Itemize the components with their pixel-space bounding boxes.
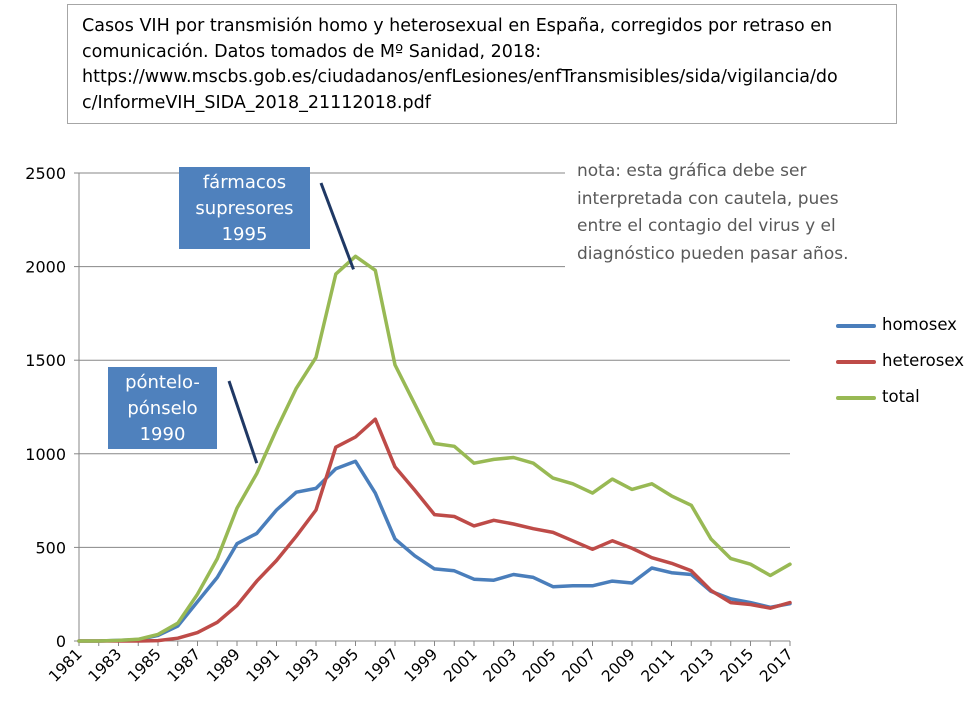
x-tick-label: 1989 [203,645,244,686]
pointer-pontelo [227,380,259,464]
legend-swatch-total [836,396,876,400]
x-tick-label: 1991 [243,645,284,686]
x-tick-label: 2003 [480,645,521,686]
y-tick-label: 2500 [25,164,66,183]
x-tick-label: 1999 [401,645,442,686]
y-tick-label: 1000 [25,445,66,464]
legend-label: total [882,387,920,406]
title-line: https://www.mscbs.gob.es/ciudadanos/enfL… [82,67,838,87]
callout-line: póntelo- [125,372,200,393]
note-line: interpretada con cautela, pues [577,188,839,209]
x-tick-label: 1981 [45,645,86,686]
callout-pontelo-ponselo: póntelo- pónselo 1990 [108,367,217,449]
callout-line: fármacos [202,172,287,193]
legend-label: homosex [882,315,957,334]
x-tick-label: 1985 [124,645,165,686]
callout-line: 1995 [221,224,268,245]
legend-swatch-heterosex [836,360,876,364]
x-tick-label: 2001 [440,645,481,686]
note-text: nota: esta gráfica debe ser interpretada… [577,158,877,268]
note-line: nota: esta gráfica debe ser [577,161,807,181]
callout-line: supresores [195,198,294,219]
series-line-homosex [77,459,792,643]
x-tick-label: 2017 [756,645,797,686]
callout-farmacos-supresores: fármacos supresores 1995 [179,167,310,249]
chart-title: Casos VIH por transmisión homo y heteros… [82,14,892,116]
y-tick-label: 2000 [25,258,66,277]
series-line-total [77,254,792,643]
title-line: c/InformeVIH_SIDA_2018_21112018.pdf [82,92,431,113]
x-tick-label: 2011 [638,645,679,686]
x-tick-label: 2013 [677,645,718,686]
callout-line: pónselo [127,398,198,419]
callout-line: 1990 [139,424,186,445]
x-tick-label: 2015 [717,645,758,686]
title-line: Casos VIH por transmisión homo y heteros… [82,16,833,36]
note-line: entre el contagio del virus y el [577,216,836,236]
x-tick-label: 1997 [361,645,402,686]
x-tick-label: 1987 [164,645,205,686]
note-line: diagnóstico pueden pasar años. [577,243,849,264]
y-tick-label: 1500 [25,351,66,370]
legend-label: heterosex [882,351,964,370]
y-tick-label: 500 [35,538,66,557]
legend-swatch-homosex [836,324,876,328]
x-tick-label: 2007 [559,645,600,686]
y-tick-label: 0 [56,632,66,651]
title-box: Casos VIH por transmisión homo y heteros… [67,4,897,124]
series-line-heterosex [77,417,792,643]
x-tick-label: 1993 [282,645,323,686]
x-tick-label: 1983 [85,645,126,686]
title-line: comunicación. Datos tomados de Mº Sanida… [82,41,542,62]
x-tick-label: 1995 [322,645,363,686]
x-tick-label: 2009 [598,645,639,686]
x-tick-label: 2005 [519,645,560,686]
pointer-farmacos [319,182,355,270]
